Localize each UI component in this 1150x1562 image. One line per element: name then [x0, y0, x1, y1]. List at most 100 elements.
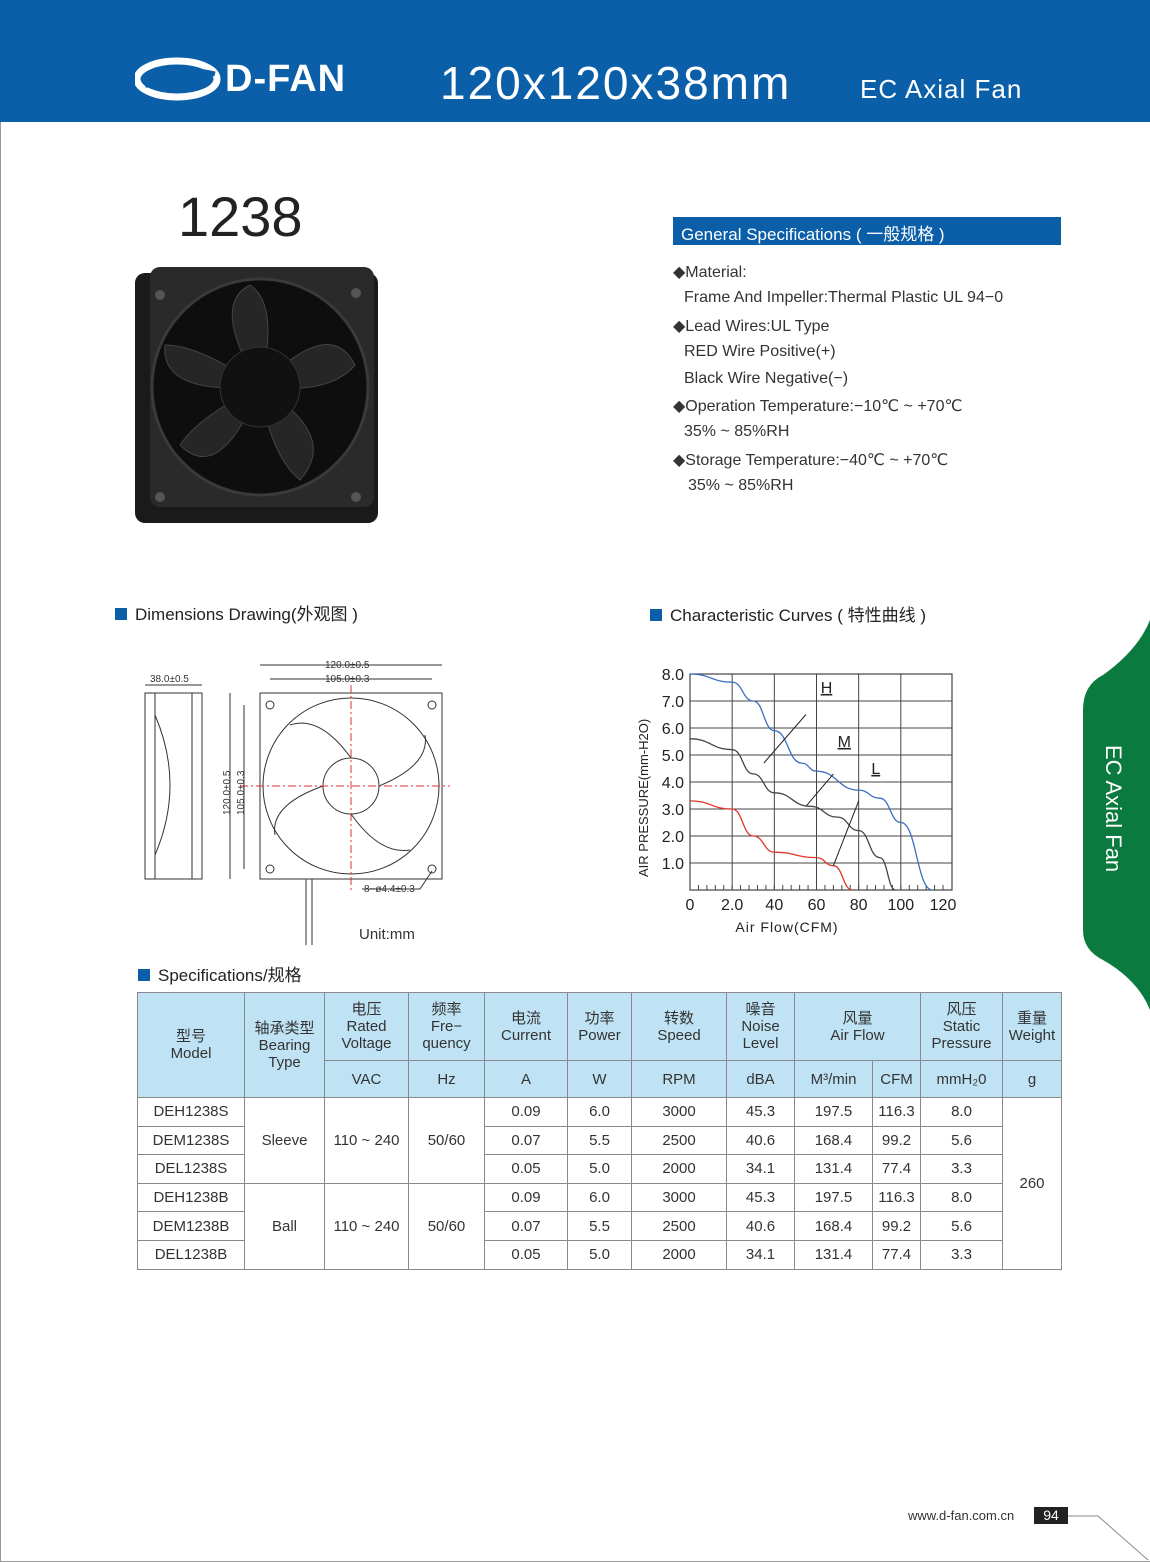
model-number: 1238 [178, 185, 303, 248]
series-label-L: L [871, 761, 880, 778]
x-axis-label: Air Flow(CFM) [735, 919, 838, 935]
table-cell: 45.3 [726, 1097, 795, 1127]
leader-arrow-M [805, 773, 834, 807]
header-current: 电流 Current [484, 992, 568, 1061]
header-airflow: 风量 Air Flow [794, 992, 921, 1061]
table-header-row: 型号 Model 轴承类型 Bearing Type 电压 Rated Voltage 频… [137, 992, 1062, 1098]
table-row: DEM1238B 0.07 5.5 2500 40.6 168.4 99.2 5.6 [137, 1211, 1062, 1241]
table-cell: 2500 [631, 1211, 727, 1241]
table-cell: DEL1238S [137, 1154, 245, 1184]
square-bullet-icon [650, 609, 662, 621]
unit-cell: dBA [726, 1060, 795, 1098]
y-tick-label: 6.0 [662, 721, 684, 738]
table-cell: 0.05 [484, 1239, 568, 1270]
y-tick-label: 3.0 [662, 802, 684, 819]
table-cell: 8.0 [920, 1182, 1003, 1213]
curves-heading: Characteristic Curves ( 特性曲线 ) [650, 601, 926, 626]
unit-cell: g [1002, 1060, 1062, 1098]
table-cell: 0.05 [484, 1154, 568, 1184]
spec-line: ◆Storage Temperature:−40℃ ~ +70℃ [673, 452, 949, 469]
spec-line: Black Wire Negative(−) [684, 370, 849, 387]
y-tick-label: 7.0 [662, 694, 684, 711]
table-cell: 3.3 [920, 1154, 1003, 1184]
table-row: DEM1238S 0.07 5.5 2500 40.6 168.4 99.2 5.6 [137, 1125, 1062, 1156]
table-cell: 110 ~ 240 [324, 1097, 409, 1184]
table-cell: 5.5 [567, 1125, 632, 1156]
footer-url: www.d-fan.com.cn [908, 1508, 1015, 1523]
square-bullet-icon [115, 608, 127, 620]
footer-corner-line [1068, 1515, 1149, 1561]
square-bullet-icon [138, 969, 150, 981]
spec-line: RED Wire Positive(+) [684, 343, 836, 360]
x-tick-label: 80 [850, 897, 868, 914]
header-model: 型号 Model [137, 992, 245, 1098]
y-tick-label: 4.0 [662, 775, 684, 792]
specifications-title: Specifications/规格 [158, 966, 302, 985]
table-cell: 2000 [631, 1154, 727, 1184]
table-cell: DEH1238B [137, 1182, 245, 1213]
table-cell: 77.4 [872, 1239, 921, 1270]
table-cell: DEL1238B [137, 1239, 245, 1270]
table-cell: 2500 [631, 1125, 727, 1156]
fan-size-title: 120x120x38mm [440, 57, 792, 109]
table-cell: 168.4 [794, 1125, 873, 1156]
table-cell: 99.2 [872, 1211, 921, 1241]
y-axis-label: AIR PRESSURE(mm-H2O) [636, 719, 651, 877]
table-cell: 3000 [631, 1182, 727, 1213]
unit-cell: W [567, 1060, 632, 1098]
leader-arrow-H [763, 714, 807, 764]
unit-cell: Hz [408, 1060, 485, 1098]
table-cell: 40.6 [726, 1211, 795, 1241]
product-type: EC Axial Fan [860, 74, 1023, 104]
side-tab-label: EC Axial Fan [1101, 745, 1126, 873]
brand-name: D-FAN [225, 58, 347, 100]
unit-cell: mmH₂0 [920, 1060, 1003, 1098]
table-cell: 3.3 [920, 1239, 1003, 1270]
header-weight: 重量 Weight [1002, 992, 1062, 1061]
table-cell: 5.5 [567, 1211, 632, 1241]
dimensions-title: Dimensions Drawing(外观图 ) [135, 605, 358, 624]
spec-line: ◆Material: [673, 264, 747, 281]
y-tick-label: 2.0 [662, 829, 684, 846]
table-cell: 197.5 [794, 1182, 873, 1213]
x-tick-label: 120 [930, 897, 957, 914]
table-row: DEL1238B 0.05 5.0 2000 34.1 131.4 77.4 3.3 [137, 1239, 1062, 1270]
table-cell: 77.4 [872, 1154, 921, 1184]
table-units-row: VAC Hz A W RPM dBA M³/min CFM mmH₂0 g [138, 1060, 1062, 1098]
table-cell: 50/60 [408, 1097, 485, 1184]
table-row: DEH1238S Sleeve 110 ~ 240 50/60 0.09 6.0 3000 4… [137, 1097, 1062, 1270]
table-cell: 5.0 [567, 1154, 632, 1184]
y-tick-label: 1.0 [662, 856, 684, 873]
table-cell: 5.6 [920, 1125, 1003, 1156]
table-row: DEH1238B Ball 110 ~ 240 50/60 0.09 6.0 3000 45.… [137, 1182, 1062, 1270]
unit-cell: A [484, 1060, 568, 1098]
side-tab [1083, 620, 1150, 1010]
table-cell: Sleeve [244, 1097, 325, 1184]
characteristic-chart: 0 2.0 40 60 80 100 120 1.0 2.0 3.0 4.0 5.0 6.0 7.0 8.0… [636, 667, 957, 935]
table-cell: 0.07 [484, 1125, 568, 1156]
table-cell: 116.3 [872, 1097, 921, 1127]
table-cell: DEM1238S [137, 1125, 245, 1156]
width-outer-dimension: 120.0±0.5 [325, 660, 370, 671]
series-label-H: H [821, 680, 833, 697]
table-cell: 2000 [631, 1239, 727, 1270]
table-cell: 50/60 [408, 1182, 485, 1270]
spec-line: ◆Lead Wires:UL Type [673, 318, 830, 335]
table-cell: 131.4 [794, 1239, 873, 1270]
x-tick-label: 100 [887, 897, 914, 914]
general-specs-title: General Specifications ( 一般规格 ) [673, 217, 1061, 245]
table-cell: 34.1 [726, 1239, 795, 1270]
table-cell: 5.0 [567, 1239, 632, 1270]
spec-line: 35% ~ 85%RH [688, 477, 794, 494]
table-cell: Ball [244, 1182, 325, 1270]
spec-line: 35% ~ 85%RH [684, 423, 790, 440]
depth-dimension: 38.0±0.5 [150, 674, 189, 685]
header-frequency: 频率 Fre− quency [408, 992, 485, 1061]
dimensions-drawing: 38.0±0.5 120.0±0.5 105.0±0.3 120.0±0.5 1… [144, 660, 450, 945]
header-bearing: 轴承类型 Bearing Type [244, 992, 325, 1098]
table-cell: 168.4 [794, 1211, 873, 1241]
table-cell: 5.6 [920, 1211, 1003, 1241]
y-tick-label: 8.0 [662, 667, 684, 684]
header-voltage: 电压 Rated Voltage [324, 992, 409, 1061]
curve-H [689, 673, 933, 891]
